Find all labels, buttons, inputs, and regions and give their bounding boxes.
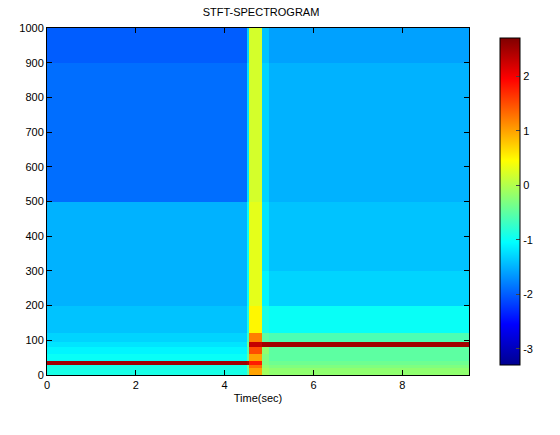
- svg-text:-2: -2: [523, 288, 533, 300]
- svg-text:400: 400: [25, 230, 43, 242]
- svg-text:0: 0: [44, 379, 50, 391]
- svg-text:Time(sec): Time(sec): [234, 392, 282, 404]
- svg-text:4: 4: [222, 379, 228, 391]
- svg-text:0: 0: [523, 179, 529, 191]
- svg-text:2: 2: [133, 379, 139, 391]
- svg-text:0: 0: [38, 369, 44, 381]
- svg-text:1000: 1000: [19, 22, 43, 34]
- svg-text:-1: -1: [523, 234, 533, 246]
- svg-text:2: 2: [523, 70, 529, 82]
- svg-text:8: 8: [399, 379, 405, 391]
- svg-text:600: 600: [25, 161, 43, 173]
- svg-text:-3: -3: [523, 343, 533, 355]
- svg-text:200: 200: [25, 299, 43, 311]
- svg-text:500: 500: [25, 195, 43, 207]
- svg-text:STFT-SPECTROGRAM: STFT-SPECTROGRAM: [203, 6, 320, 18]
- svg-text:100: 100: [25, 334, 43, 346]
- svg-text:1: 1: [523, 124, 529, 136]
- svg-text:300: 300: [25, 265, 43, 277]
- svg-text:800: 800: [25, 91, 43, 103]
- svg-text:900: 900: [25, 57, 43, 69]
- svg-text:700: 700: [25, 126, 43, 138]
- svg-text:6: 6: [310, 379, 316, 391]
